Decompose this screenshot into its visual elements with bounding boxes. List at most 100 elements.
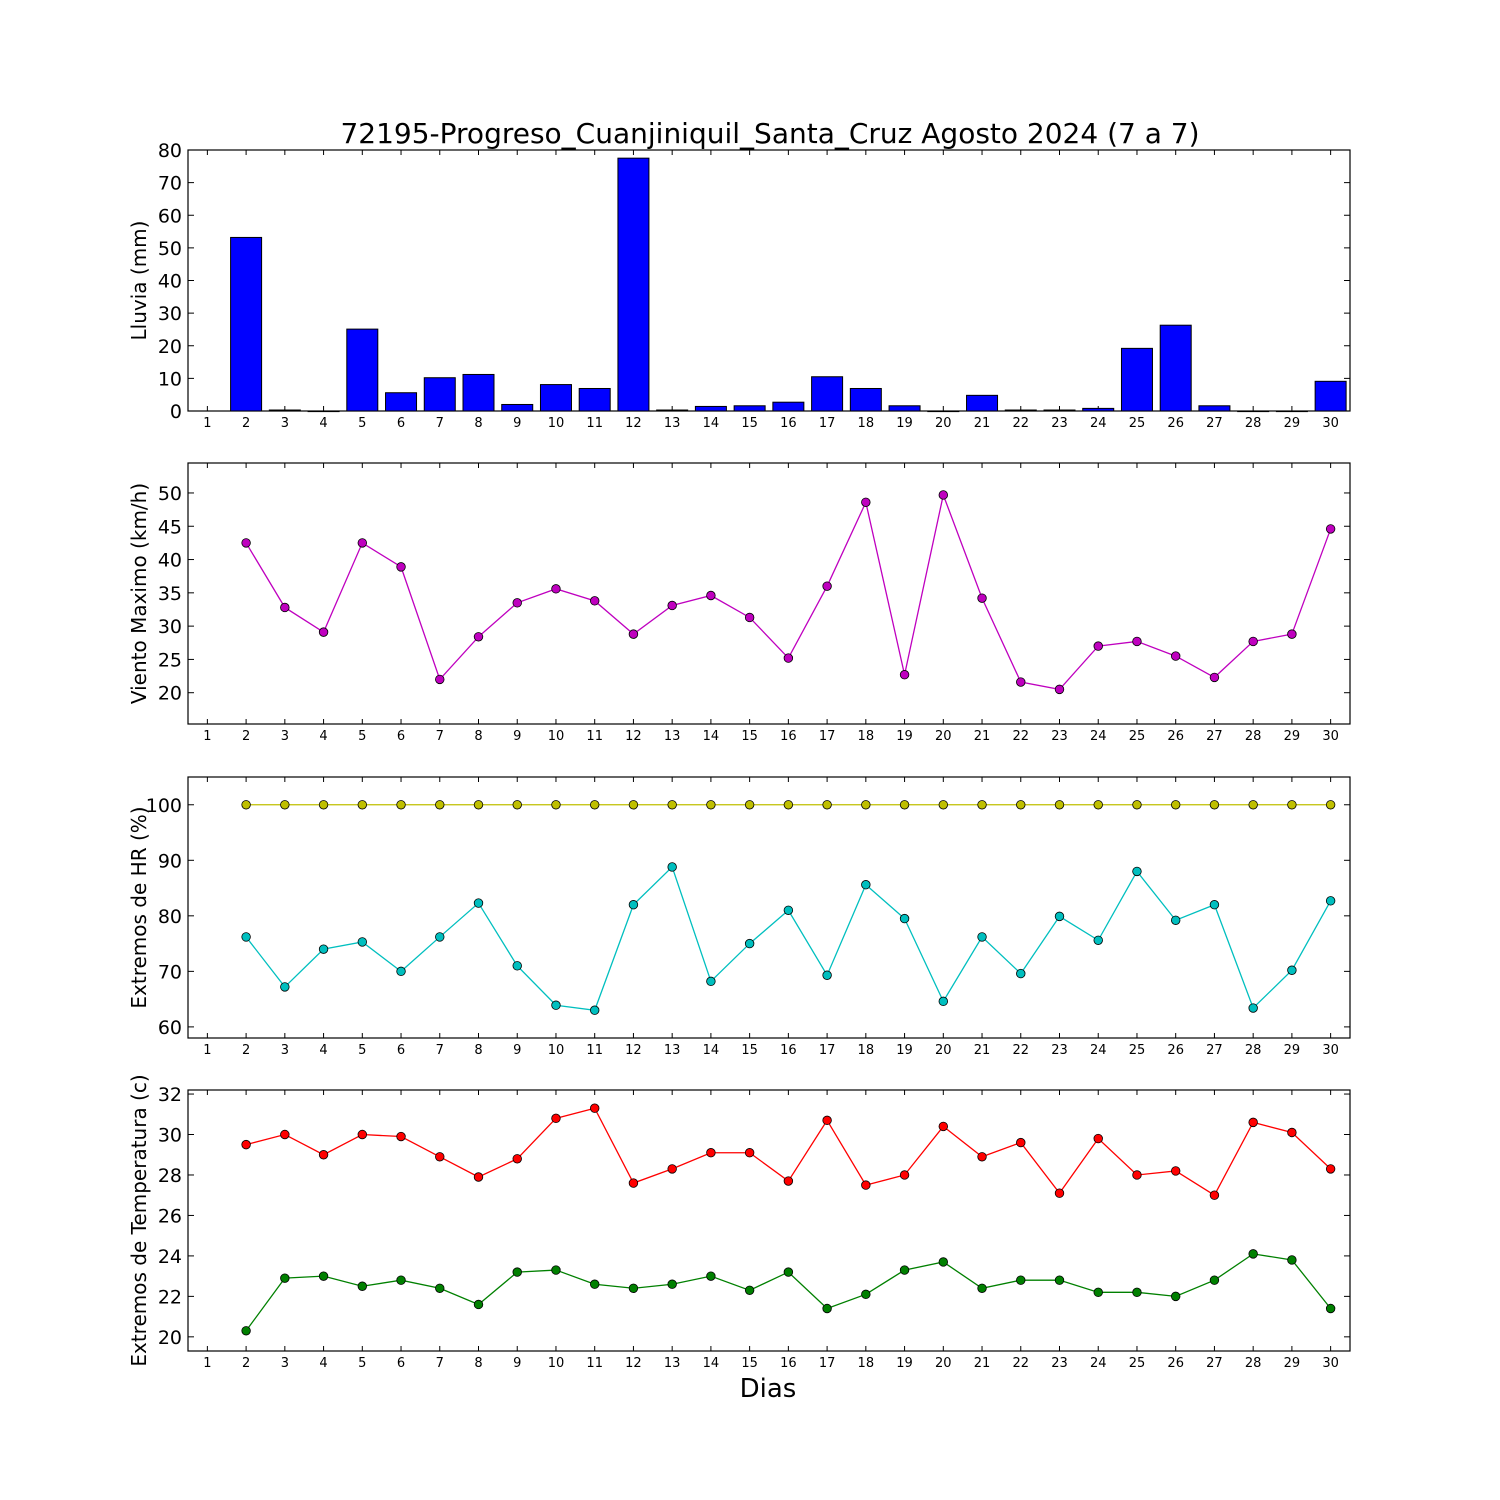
x-tick-label: 3 — [281, 729, 289, 744]
x-tick-label: 17 — [819, 1356, 836, 1371]
y-tick-label: 25 — [158, 649, 182, 671]
x-tick-label: 24 — [1090, 729, 1107, 744]
data-point — [1054, 1188, 1065, 1198]
bar — [230, 236, 263, 412]
series-line-2 — [245, 1253, 1332, 1332]
x-tick-label: 23 — [1051, 1043, 1068, 1058]
data-point — [473, 800, 484, 810]
x-tick-label: 30 — [1322, 416, 1339, 431]
y-tick-label: 28 — [158, 1165, 182, 1187]
data-point — [1325, 1164, 1336, 1174]
data-point — [1287, 629, 1297, 639]
x-tick-label: 16 — [780, 1356, 797, 1371]
bar — [733, 405, 766, 412]
x-tick-label: 9 — [513, 416, 521, 431]
data-point — [473, 632, 484, 642]
x-tick-label: 25 — [1129, 1043, 1146, 1058]
data-point — [590, 596, 600, 606]
data-point — [1093, 1287, 1103, 1298]
x-tick-label: 9 — [513, 1043, 521, 1058]
x-tick-label: 2 — [242, 1043, 250, 1058]
data-point — [628, 629, 639, 639]
bar — [656, 409, 689, 412]
x-tick-label: 24 — [1090, 1043, 1107, 1058]
data-point — [241, 1326, 251, 1336]
x-tick-label: 28 — [1245, 729, 1262, 744]
data-point — [783, 1267, 794, 1277]
data-point — [280, 1273, 290, 1283]
y-tick-label: 26 — [158, 1205, 182, 1227]
x-tick-label: 20 — [935, 1043, 952, 1058]
x-tick-label: 1 — [203, 1356, 211, 1371]
x-tick-label: 14 — [703, 1043, 720, 1058]
data-point — [318, 1150, 329, 1160]
x-tick-label: 21 — [974, 416, 991, 431]
bar — [1198, 405, 1231, 412]
bar — [1159, 324, 1192, 412]
x-tick-label: 16 — [780, 1043, 797, 1058]
x-tick-label: 26 — [1167, 729, 1184, 744]
bar — [772, 401, 805, 412]
x-tick-label: 12 — [625, 1043, 642, 1058]
data-point — [1248, 1003, 1258, 1013]
data-point — [899, 1265, 910, 1275]
x-tick-label: 22 — [1012, 729, 1029, 744]
bar — [694, 405, 727, 412]
data-point — [590, 1103, 600, 1113]
x-tick-label: 23 — [1051, 1356, 1068, 1371]
data-point — [1093, 641, 1103, 651]
x-tick-label: 4 — [319, 416, 327, 431]
x-tick-label: 8 — [474, 729, 482, 744]
data-point — [977, 1152, 987, 1162]
data-point — [435, 800, 445, 810]
data-point — [473, 898, 484, 908]
y-tick-label: 20 — [158, 336, 182, 358]
x-tick-label: 15 — [741, 729, 758, 744]
data-point — [1209, 900, 1220, 910]
x-tick-label: 30 — [1322, 729, 1339, 744]
data-point — [628, 1283, 639, 1293]
x-tick-label: 27 — [1206, 729, 1223, 744]
x-tick-label: 19 — [896, 1043, 913, 1058]
bar — [346, 328, 379, 412]
x-tick-label: 24 — [1090, 416, 1107, 431]
x-tick-label: 19 — [896, 416, 913, 431]
data-point — [551, 1000, 561, 1010]
data-point — [899, 913, 910, 924]
x-tick-label: 2 — [242, 416, 250, 431]
data-point — [1248, 1117, 1258, 1128]
plot-frame — [187, 776, 1351, 1039]
data-point — [938, 996, 949, 1007]
bar — [927, 410, 960, 413]
x-tick-label: 13 — [664, 1043, 681, 1058]
x-tick-label: 15 — [741, 1043, 758, 1058]
y-tick-label: 30 — [158, 1125, 182, 1147]
data-point — [551, 1265, 561, 1275]
data-point — [783, 905, 794, 915]
y-tick-label: 80 — [158, 906, 182, 928]
x-tick-label: 16 — [780, 416, 797, 431]
x-tick-label: 2 — [242, 1356, 250, 1371]
data-point — [435, 1152, 445, 1162]
data-point — [473, 1172, 484, 1182]
bar — [811, 376, 844, 412]
x-tick-label: 16 — [780, 729, 797, 744]
data-point — [744, 1148, 755, 1158]
data-point — [1209, 800, 1220, 810]
bar — [462, 373, 495, 412]
bar — [888, 405, 921, 412]
data-point — [1287, 1255, 1297, 1265]
data-point — [706, 1148, 716, 1158]
x-tick-label: 12 — [625, 416, 642, 431]
y-tick-label: 90 — [158, 850, 182, 872]
x-tick-label: 23 — [1051, 416, 1068, 431]
data-point — [1248, 1249, 1258, 1259]
data-point — [512, 1154, 522, 1164]
data-point — [667, 862, 677, 872]
data-point — [280, 982, 290, 992]
data-point — [783, 653, 794, 663]
y-tick-label: 60 — [158, 205, 182, 227]
